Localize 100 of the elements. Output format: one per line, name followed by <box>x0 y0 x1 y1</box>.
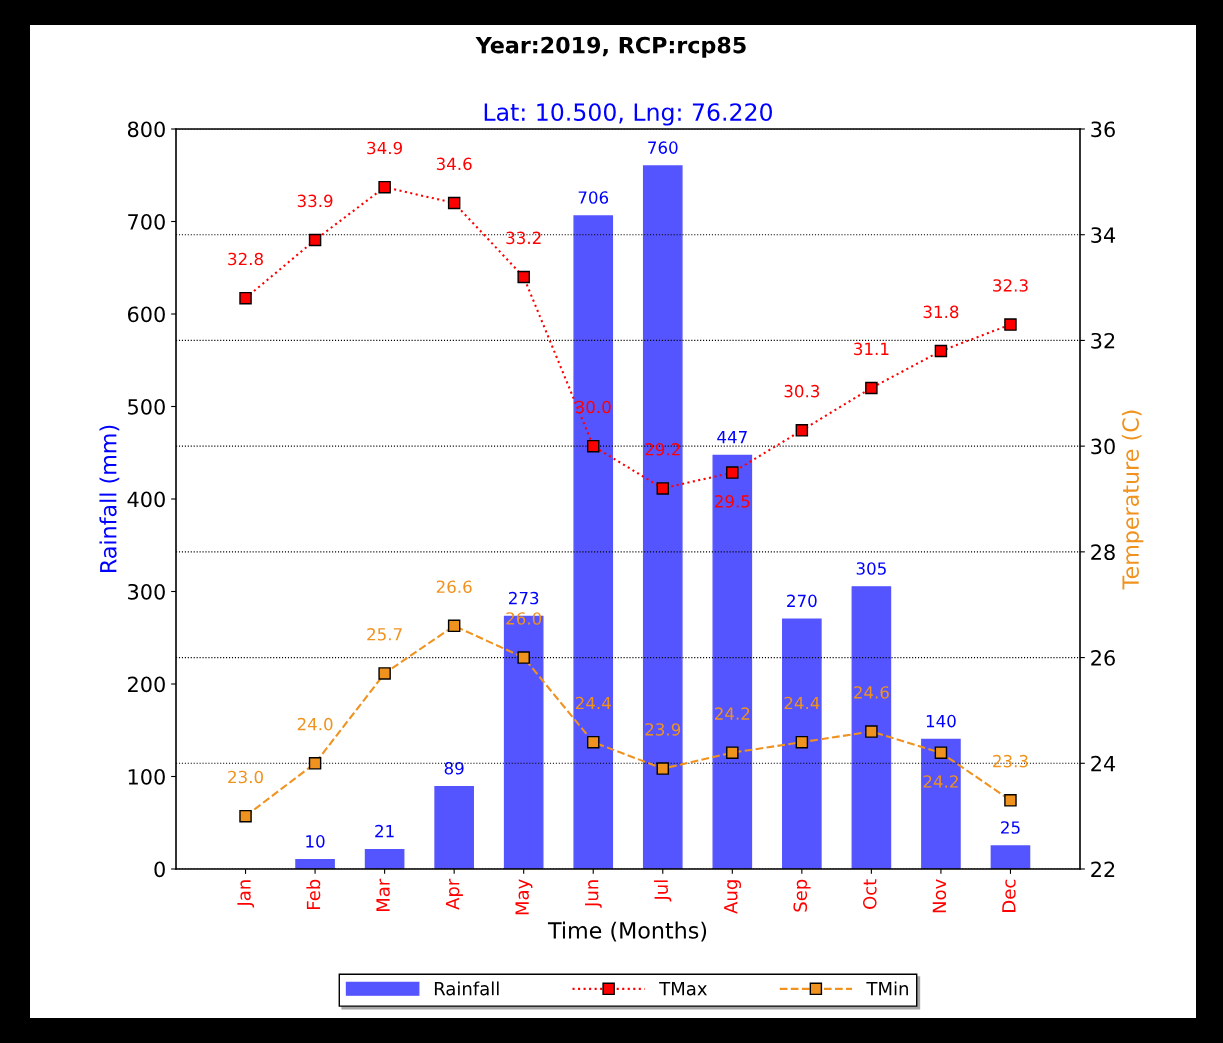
point <box>308 233 322 247</box>
point <box>239 809 252 823</box>
point <box>726 746 739 759</box>
point <box>726 466 739 479</box>
point <box>517 270 530 284</box>
bar <box>712 454 753 869</box>
data-label: 34.9 <box>367 141 402 155</box>
y2-tick-label: 24 <box>1091 755 1116 772</box>
data-label: 32.8 <box>228 252 263 266</box>
point <box>378 667 391 680</box>
x-axis-title: Time (Months) <box>547 921 707 942</box>
x-tick-label: May <box>515 879 533 915</box>
y-tick-label: 400 <box>127 491 165 508</box>
bar <box>990 845 1031 869</box>
chart-subtitle: Lat: 10.500, Lng: 76.220 <box>484 103 773 126</box>
point <box>447 196 461 210</box>
point <box>865 381 878 395</box>
y-tick-label: 600 <box>127 306 165 323</box>
x-tick-label: Jun <box>585 880 602 908</box>
data-label: 270 <box>787 594 817 608</box>
point <box>239 291 252 305</box>
y-tick-label: 700 <box>128 213 165 230</box>
x-tick-label: Aug <box>724 880 742 914</box>
point <box>656 482 670 495</box>
y-tick-label: 800 <box>127 121 165 138</box>
y2-tick-label: 28 <box>1091 544 1115 561</box>
y-tick-label: 200 <box>128 676 165 693</box>
x-tick-label: Nov <box>932 879 947 913</box>
y2-tick-label: 32 <box>1091 332 1115 349</box>
data-label: 34.6 <box>436 157 472 171</box>
data-label: 25 <box>1001 821 1020 834</box>
x-tick-label: Sep <box>793 879 811 912</box>
x-tick-label: Apr <box>445 878 463 910</box>
data-label: 24.0 <box>297 717 333 731</box>
point <box>934 344 948 358</box>
x-tick-label: Dec <box>1002 879 1016 912</box>
data-label: 33.2 <box>506 231 541 245</box>
data-label: 23.9 <box>645 723 681 736</box>
point <box>1004 318 1017 331</box>
y-tick-label: 100 <box>128 768 165 785</box>
legend-label: TMin <box>866 981 908 996</box>
data-label: 26.6 <box>436 580 472 594</box>
bar <box>573 215 614 869</box>
chart-title: Year:2019, RCP:rcp85 <box>475 36 746 58</box>
data-label: 273 <box>509 591 539 605</box>
x-tick-label: Feb <box>306 879 321 909</box>
data-label: 24.4 <box>575 696 611 710</box>
data-label: 29.2 <box>645 442 680 456</box>
data-label: 30.0 <box>575 400 611 414</box>
x-tick-label: Oct <box>862 879 877 909</box>
bar <box>782 618 822 869</box>
y2-tick-label: 26 <box>1091 650 1115 666</box>
point <box>586 735 600 749</box>
y2-tick-label: 22 <box>1091 861 1115 877</box>
data-label: 89 <box>444 761 464 775</box>
data-label: 706 <box>578 191 609 204</box>
data-label: 10 <box>306 835 325 848</box>
point <box>447 619 461 633</box>
data-label: 30.3 <box>784 384 820 398</box>
data-label: 24.2 <box>714 707 750 720</box>
data-label: 31.1 <box>854 342 889 356</box>
bar <box>851 586 892 869</box>
point <box>308 757 322 770</box>
y-tick-label: 300 <box>128 583 165 600</box>
y-tick-label: 0 <box>154 861 165 878</box>
data-label: 23.3 <box>993 754 1028 768</box>
data-label: 305 <box>856 562 886 575</box>
y2-tick-label: 34 <box>1091 227 1116 243</box>
data-label: 447 <box>717 431 747 444</box>
point <box>378 180 391 194</box>
data-label: 33.9 <box>297 194 333 208</box>
point <box>586 439 600 453</box>
legend-label: Rainfall <box>434 981 499 996</box>
data-label: 32.3 <box>993 279 1028 292</box>
bar <box>434 785 474 869</box>
point <box>795 735 809 749</box>
point <box>517 651 530 664</box>
bar <box>364 848 405 869</box>
data-label: 23.0 <box>228 770 263 784</box>
x-tick-label: Jan <box>237 880 255 908</box>
data-label: 21 <box>375 824 394 838</box>
bar <box>642 165 683 869</box>
y2-axis-title: Temperature (C) <box>1121 410 1144 590</box>
x-tick-label: Mar <box>376 878 390 912</box>
legend-label: TMax <box>659 982 707 996</box>
data-label: 29.5 <box>714 495 750 508</box>
data-label: 760 <box>648 141 678 154</box>
data-label: 24.4 <box>784 696 820 710</box>
point <box>865 725 878 738</box>
bar <box>921 738 961 869</box>
data-label: 31.8 <box>923 305 959 319</box>
point <box>934 746 948 759</box>
point <box>656 762 670 775</box>
y-tick-label: 500 <box>128 398 165 415</box>
y2-tick-label: 30 <box>1091 438 1115 455</box>
data-label: 24.2 <box>923 775 958 788</box>
point <box>795 424 809 437</box>
data-label: 25.7 <box>367 627 402 641</box>
point <box>1004 794 1017 807</box>
y2-tick-label: 36 <box>1091 121 1115 138</box>
